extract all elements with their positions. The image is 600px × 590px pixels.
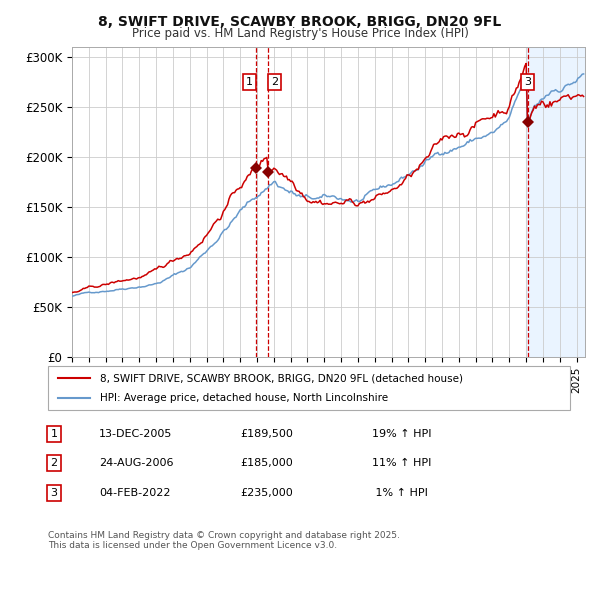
Text: 3: 3 xyxy=(524,77,531,87)
Bar xyxy=(526,47,585,357)
Text: 2: 2 xyxy=(50,458,58,468)
Text: £185,000: £185,000 xyxy=(240,458,293,468)
Text: 1% ↑ HPI: 1% ↑ HPI xyxy=(372,488,428,497)
Text: 8, SWIFT DRIVE, SCAWBY BROOK, BRIGG, DN20 9FL: 8, SWIFT DRIVE, SCAWBY BROOK, BRIGG, DN2… xyxy=(98,15,502,29)
Text: 11% ↑ HPI: 11% ↑ HPI xyxy=(372,458,431,468)
Text: 13-DEC-2005: 13-DEC-2005 xyxy=(99,429,172,438)
Text: 24-AUG-2006: 24-AUG-2006 xyxy=(99,458,173,468)
Text: Contains HM Land Registry data © Crown copyright and database right 2025.
This d: Contains HM Land Registry data © Crown c… xyxy=(48,531,400,550)
Text: HPI: Average price, detached house, North Lincolnshire: HPI: Average price, detached house, Nort… xyxy=(100,393,388,402)
Text: Price paid vs. HM Land Registry's House Price Index (HPI): Price paid vs. HM Land Registry's House … xyxy=(131,27,469,40)
Text: 1: 1 xyxy=(50,429,58,438)
Text: 2: 2 xyxy=(271,77,278,87)
Text: 1: 1 xyxy=(246,77,253,87)
Text: 19% ↑ HPI: 19% ↑ HPI xyxy=(372,429,431,438)
Text: £189,500: £189,500 xyxy=(240,429,293,438)
Text: 8, SWIFT DRIVE, SCAWBY BROOK, BRIGG, DN20 9FL (detached house): 8, SWIFT DRIVE, SCAWBY BROOK, BRIGG, DN2… xyxy=(100,373,463,383)
FancyBboxPatch shape xyxy=(48,366,570,410)
Text: 3: 3 xyxy=(50,488,58,497)
Text: 04-FEB-2022: 04-FEB-2022 xyxy=(99,488,170,497)
Text: £235,000: £235,000 xyxy=(240,488,293,497)
